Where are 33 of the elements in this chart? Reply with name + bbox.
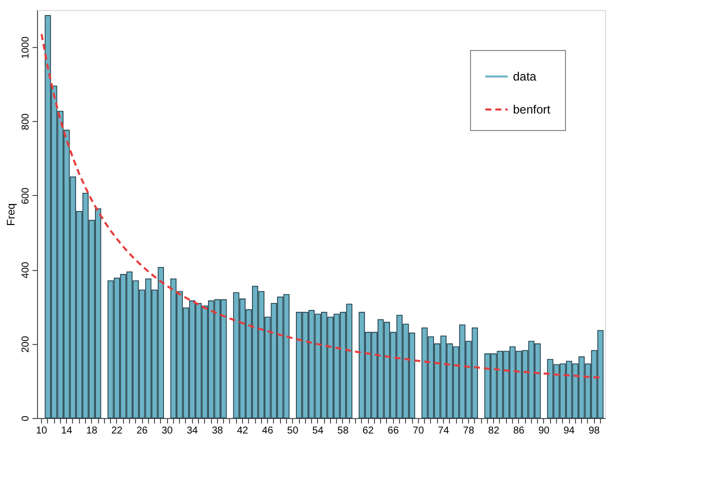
y-tick-label: 800	[20, 112, 32, 130]
x-tick-label: 22	[111, 426, 123, 436]
x-tick-label: 78	[463, 426, 475, 436]
legend-label: benfort	[513, 102, 552, 116]
x-tick-label: 66	[388, 426, 400, 436]
x-tick-label: 18	[86, 426, 98, 436]
y-tick-label: 200	[20, 336, 32, 353]
line-series	[40, 33, 602, 379]
x-tick-label: 50	[287, 426, 299, 436]
x-tick-label: 10	[36, 426, 48, 436]
y-axis-title: Freq	[6, 203, 18, 226]
x-tick-label: 38	[212, 426, 224, 436]
x-tick-label: 42	[236, 426, 249, 436]
x-tick-label: 86	[513, 426, 525, 436]
x-tick-label: 62	[362, 426, 374, 436]
y-tick-label: 400	[20, 261, 32, 278]
x-tick-label: 58	[337, 426, 349, 436]
legend-label: data	[513, 70, 537, 84]
x-tick-label: 82	[488, 426, 500, 436]
x-tick-label: 98	[588, 426, 600, 436]
y-tick-label: 0	[20, 415, 32, 422]
y-tick-label: 600	[20, 187, 32, 204]
x-tick-label: 94	[563, 426, 576, 436]
x-tick-label: 34	[186, 426, 198, 436]
x-tick-label: 74	[438, 426, 450, 436]
y-tick-label: 1000	[20, 36, 32, 59]
x-tick-label: 26	[136, 426, 148, 436]
x-tick-label: 70	[412, 426, 424, 436]
x-tick-label: 54	[312, 426, 324, 436]
x-tick-label: 14	[61, 426, 73, 436]
x-tick-label: 90	[538, 426, 550, 436]
x-tick-label: 30	[162, 426, 174, 436]
x-tick-label: 46	[262, 426, 274, 436]
